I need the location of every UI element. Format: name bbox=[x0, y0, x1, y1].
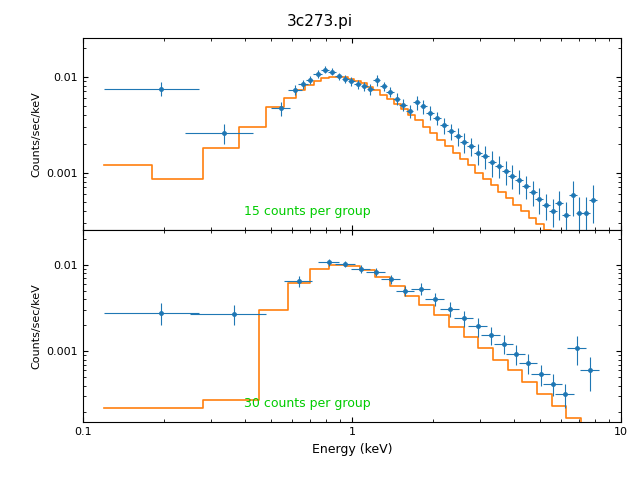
Text: 15 counts per group: 15 counts per group bbox=[244, 205, 371, 218]
Y-axis label: Counts/sec/keV: Counts/sec/keV bbox=[31, 92, 41, 177]
X-axis label: Energy (keV): Energy (keV) bbox=[312, 443, 392, 456]
Text: 3c273.pi: 3c273.pi bbox=[287, 14, 353, 29]
Y-axis label: Counts/sec/keV: Counts/sec/keV bbox=[31, 284, 41, 369]
Text: 30 counts per group: 30 counts per group bbox=[244, 397, 371, 410]
